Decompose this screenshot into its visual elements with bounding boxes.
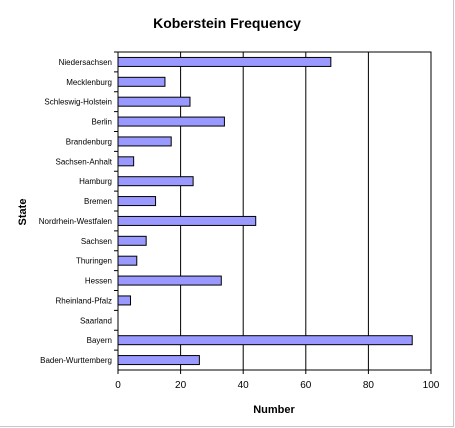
bars [117,56,413,366]
category-label-hamburg: Hamburg [79,177,112,186]
y-axis-title: State [17,199,29,226]
category-label-brandenburg: Brandenburg [66,137,112,146]
bar-mecklenburg [117,76,166,87]
bar-hessen [117,275,222,286]
category-label-schleswig-holstein: Schleswig-Holstein [44,98,112,107]
chart-title: Koberstein Frequency [153,15,301,31]
bar-sachsen-anhalt [117,156,135,167]
x-tick-label-40: 40 [238,380,250,391]
x-tick-label-20: 20 [175,380,187,391]
x-tick-label-80: 80 [363,380,375,391]
bar-berlin [117,116,225,127]
category-label-thuringen: Thuringen [76,257,112,266]
bar-schleswig-holstein [117,96,191,107]
category-label-nordrhein-westfalen: Nordrhein-Westfalen [39,217,112,226]
bar-niedersachsen [117,56,332,67]
x-tick-label-100: 100 [423,380,440,391]
bar-hamburg [117,176,194,187]
bar-rheinland-pfalz [117,295,132,306]
bar-nordrhein-westfalen [117,215,257,226]
category-label-saarland: Saarland [80,316,112,325]
category-label-mecklenburg: Mecklenburg [66,78,112,87]
bar-bayern [117,335,413,346]
category-label-hessen: Hessen [85,277,112,286]
category-label-niedersachsen: Niedersachsen [59,58,112,67]
category-label-bayern: Bayern [87,336,112,345]
category-label-sachsen: Sachsen [81,237,112,246]
category-labels: Niedersachsen Mecklenburg Schleswig-Holste… [39,51,118,365]
x-axis-title: Number [253,404,295,416]
category-label-rheinland-pfalz: Rheinland-Pfalz [56,296,112,305]
bar-brandenburg [117,136,172,147]
x-tick-label-60: 60 [300,380,312,391]
category-label-berlin: Berlin [92,118,112,127]
category-label-sachsen-anhalt: Sachsen-Anhalt [56,157,113,166]
plot-area [117,51,432,371]
bar-bremen [117,196,157,207]
category-label-bremen: Bremen [84,197,112,206]
bar-thuringen [117,255,138,266]
bar-baden-wurttemberg [117,355,200,366]
category-label-baden-wurttemberg: Baden-Wurttemberg [40,356,112,365]
bar-sachsen [117,235,147,246]
x-tick-label-0: 0 [115,380,121,391]
tick-labels: 0 20 40 60 80 100 [115,380,440,391]
